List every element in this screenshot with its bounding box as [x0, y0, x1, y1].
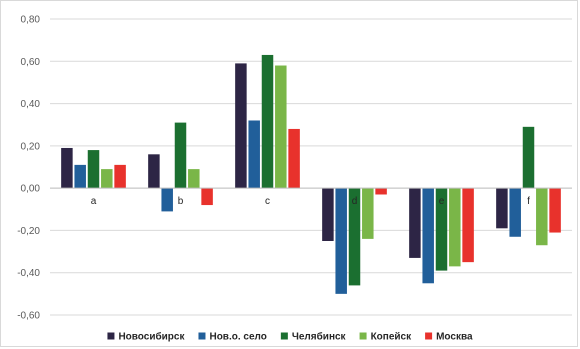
category-label: a	[91, 196, 97, 207]
bar-f-1	[496, 188, 508, 229]
bar-d-4	[362, 188, 374, 239]
bars	[61, 54, 561, 294]
bar-e-3	[435, 188, 448, 271]
bar-a-1	[61, 147, 73, 189]
legend-swatch	[280, 332, 288, 340]
bar-c-1	[235, 63, 247, 189]
bar-a-2	[74, 164, 86, 189]
y-tick-label: -0,40	[17, 268, 40, 279]
y-tick-label: 0,00	[21, 184, 41, 195]
y-tick-label: -0,60	[17, 311, 40, 322]
bar-f-4	[536, 188, 548, 246]
bar-c-2	[248, 120, 260, 189]
bar-b-3	[174, 122, 187, 189]
axes: 0,80 0,60 0,40 0,20 0,00 -0,20 -0,40 -0,60 a b c d e…	[17, 15, 572, 322]
y-tick-label: 0,80	[21, 15, 41, 26]
bar-a-3	[87, 150, 100, 189]
bar-f-3	[522, 126, 535, 189]
legend-label: Нов.о. село	[209, 332, 266, 343]
legend-swatch	[425, 332, 433, 340]
bar-b-4	[188, 169, 200, 189]
bar-b-5	[201, 188, 213, 206]
bar-c-5	[288, 128, 300, 189]
bar-d-1	[322, 188, 334, 241]
legend-swatch	[198, 332, 206, 340]
category-label: b	[178, 196, 184, 207]
bar-d-3	[348, 188, 361, 286]
bar-f-2	[509, 188, 521, 237]
bar-f-5	[549, 188, 561, 233]
bar-e-2	[422, 188, 434, 284]
y-tick-label: -0,20	[17, 226, 40, 237]
gridlines	[50, 18, 572, 316]
bar-c-3	[261, 54, 274, 189]
category-label: e	[439, 196, 445, 207]
bar-a-5	[114, 164, 126, 189]
legend-swatch	[359, 332, 367, 340]
bar-b-2	[161, 188, 173, 212]
y-tick-label: 0,40	[21, 99, 41, 110]
legend-swatch	[107, 332, 115, 340]
bar-c-4	[275, 65, 287, 189]
bar-e-1	[409, 188, 421, 258]
category-label: d	[352, 196, 358, 207]
y-tick-label: 0,60	[21, 57, 41, 68]
legend: Новосибирск Нов.о. село Челябинск Копейск Мо…	[107, 331, 473, 343]
legend-label: Новосибирск	[118, 331, 185, 343]
bar-a-4	[101, 169, 113, 189]
bar-b-1	[148, 154, 160, 189]
category-label: f	[527, 196, 530, 207]
bar-e-4	[449, 188, 461, 267]
legend-label: Копейск	[371, 332, 413, 343]
category-label: c	[265, 196, 270, 207]
legend-label: Москва	[436, 332, 473, 343]
bar-e-5	[462, 188, 474, 263]
bar-d-5	[375, 188, 387, 195]
bar-d-2	[335, 188, 347, 294]
y-tick-label: 0,20	[21, 141, 41, 152]
legend-label: Челябинск	[292, 331, 347, 343]
